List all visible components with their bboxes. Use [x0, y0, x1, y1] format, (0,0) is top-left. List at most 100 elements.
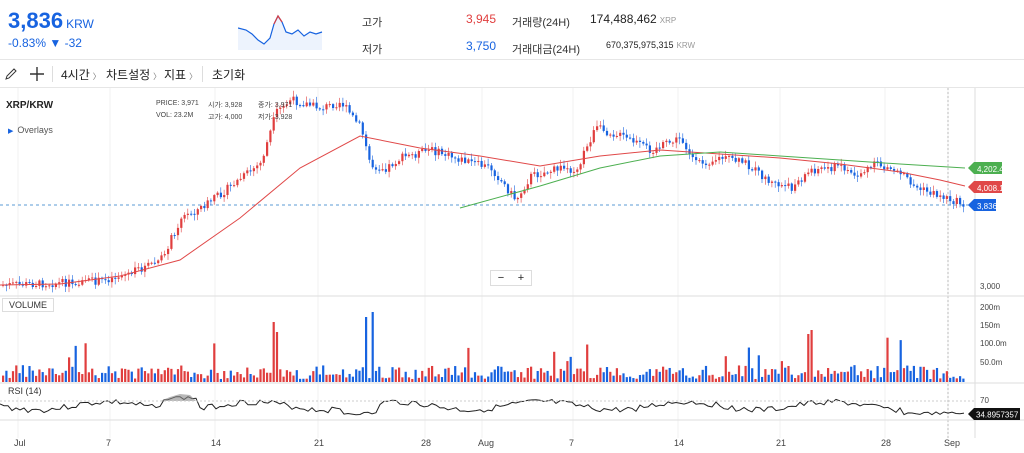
volume-bar — [642, 374, 645, 382]
candle-body — [576, 169, 579, 172]
volume-bar — [398, 367, 401, 382]
candle-body — [728, 155, 731, 157]
volume-bar — [889, 372, 892, 382]
candle-body — [335, 107, 338, 109]
volume-bar — [21, 365, 24, 382]
candle-body — [157, 260, 160, 264]
candle-body — [665, 140, 668, 143]
volume-bar — [190, 377, 193, 382]
volume-bar — [41, 372, 44, 382]
candle-body — [81, 280, 84, 285]
volume-bar — [794, 378, 797, 382]
interval-select[interactable]: 4시간 〉 — [61, 68, 101, 82]
candle-body — [242, 173, 246, 179]
candle-body — [827, 167, 830, 169]
candle-body — [962, 204, 965, 207]
volume-bar — [348, 373, 351, 382]
candles — [2, 90, 965, 293]
candle-body — [916, 185, 919, 188]
low-value: 3,750 — [465, 39, 496, 53]
candle-body — [724, 156, 727, 159]
ohlc-vol: VOL: 23.2M — [156, 112, 194, 119]
candle-body — [345, 105, 348, 107]
volume-bar — [18, 373, 21, 382]
chart-settings-menu[interactable]: 차트설정 〉 — [106, 68, 162, 82]
volume-bar — [688, 377, 691, 382]
candle-body — [447, 152, 450, 156]
volume-bar — [500, 366, 503, 382]
volume-bar — [563, 370, 566, 382]
candle-body — [97, 277, 100, 285]
candle-body — [860, 173, 863, 177]
volume-bar — [589, 378, 592, 382]
price-tag-blue-text: 3,836 — [977, 202, 998, 211]
reset-button[interactable]: 초기화 — [212, 68, 246, 82]
candle-body — [236, 179, 239, 186]
candle-body — [592, 130, 595, 143]
volume-bar — [556, 378, 559, 382]
zoom-in-button[interactable]: + — [517, 272, 525, 284]
volume-bar — [203, 378, 206, 382]
volume-bar — [599, 367, 602, 382]
volume-bar — [374, 370, 378, 382]
volume-bar — [566, 361, 569, 382]
volume-bar — [553, 351, 556, 382]
candle-body — [384, 169, 387, 172]
volume-bar — [493, 369, 496, 382]
candle-body — [780, 185, 783, 187]
candle-body — [734, 157, 737, 162]
volume-bar — [262, 368, 265, 382]
volume-bar — [678, 370, 681, 382]
volume-bar — [483, 378, 486, 382]
volume-bar — [414, 369, 417, 382]
volume-bar — [338, 374, 341, 382]
pencil-icon[interactable] — [4, 67, 18, 81]
candle-body — [843, 164, 846, 171]
volume-tick-label: 150m — [980, 321, 1000, 330]
candle-body — [807, 172, 810, 175]
volume-bar — [615, 368, 618, 382]
crosshair-icon[interactable] — [29, 66, 45, 82]
volume-bar — [91, 368, 94, 382]
price-chart[interactable]: 4,202.4 4,008.1 3,836 3,000 200m 150m 100.… — [0, 88, 1024, 453]
candle-body — [516, 197, 519, 200]
candle-body — [262, 155, 265, 163]
candle-body — [539, 176, 543, 178]
volume-bar — [817, 370, 820, 382]
volume-bar — [770, 369, 774, 382]
candle-body — [523, 189, 526, 194]
volume-bar — [671, 373, 675, 382]
rsi-value-text: 34.8957357 — [976, 411, 1019, 420]
volume-pane-label: VOLUME — [2, 298, 55, 312]
indicators-menu[interactable]: 지표 〉 — [164, 68, 198, 82]
high-value: 3,945 — [465, 12, 496, 26]
volume-bar — [860, 371, 863, 382]
overlays-toggle[interactable]: ▶ Overlays — [8, 125, 53, 135]
candle-body — [216, 192, 219, 196]
candle-body — [572, 171, 576, 173]
candle-body — [777, 182, 780, 187]
candle-body — [926, 187, 929, 192]
price-change: -0.83% ▼ -32 — [8, 36, 82, 50]
volume-bar — [299, 378, 302, 382]
candle-body — [77, 284, 81, 286]
candle-body — [252, 168, 255, 172]
candle-body — [58, 282, 61, 284]
volume-bar — [523, 377, 526, 382]
candle-body — [556, 166, 559, 171]
x-axis-ticks: Jul 7 14 21 28 Aug 7 14 21 28 Sep — [14, 438, 960, 448]
volume-bar — [955, 378, 958, 382]
candle-body — [493, 170, 496, 177]
toolbar-divider — [52, 66, 53, 82]
candle-body — [569, 168, 572, 173]
candle-body — [365, 134, 368, 147]
volume-bar — [698, 375, 701, 382]
volume-bar — [751, 368, 754, 382]
zoom-out-button[interactable]: − — [497, 272, 505, 284]
candle-body — [308, 102, 312, 106]
volume-bar — [619, 375, 622, 382]
candle-body — [394, 163, 397, 167]
volume-bar — [962, 378, 965, 382]
volume-bar — [460, 372, 463, 382]
volume-bar — [44, 375, 48, 382]
